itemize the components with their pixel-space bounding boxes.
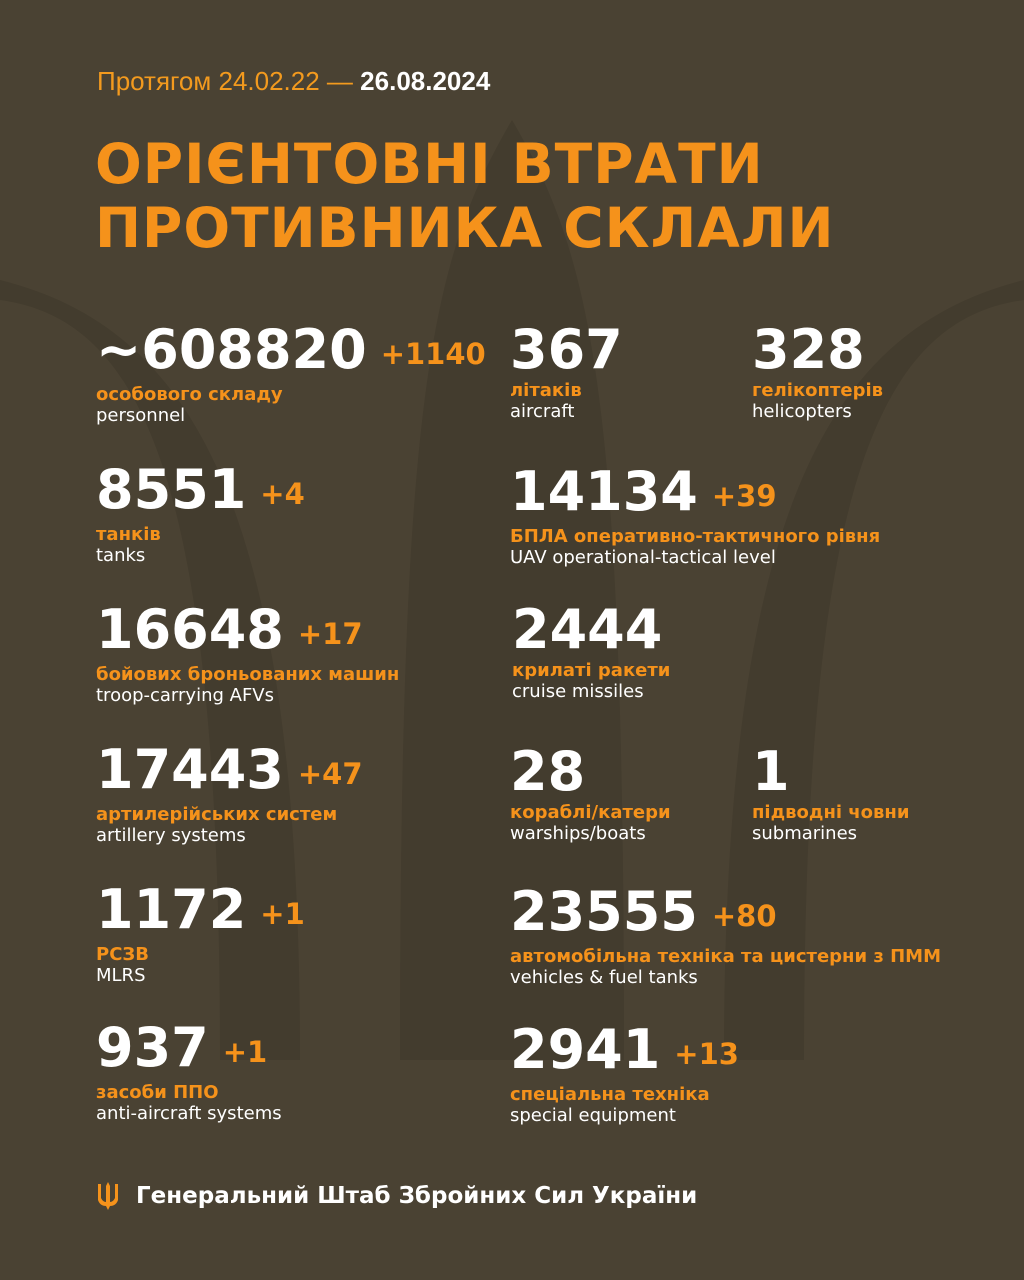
period-end-date: 26.08.2024 — [360, 66, 491, 96]
stat-label-ua: кораблі/катери — [510, 802, 671, 823]
stat-label-en: anti-aircraft systems — [96, 1103, 282, 1124]
stat-value-row: 2941 +13 — [510, 1022, 739, 1082]
stat-value-row: 1172 +1 — [96, 882, 305, 942]
stat-value: 17443 — [96, 738, 284, 801]
stat-label-ua: гелікоптерів — [752, 380, 884, 401]
stat-delta: +1 — [260, 897, 305, 931]
stat-label-en: cruise missiles — [512, 681, 644, 702]
stat-label-en: aircraft — [510, 401, 575, 422]
stat-personnel: ~608820 +1140 особового складу personnel — [96, 322, 486, 427]
stat-label-en: UAV operational-tactical level — [510, 547, 776, 568]
organization-name: Генеральний Штаб Збройних Сил України — [136, 1183, 698, 1209]
stat-label-ua: РСЗВ — [96, 944, 149, 965]
stat-label-en: tanks — [96, 545, 146, 566]
stat-label-ua: засоби ППО — [96, 1082, 219, 1103]
stat-value: 23555 — [510, 880, 698, 943]
stat-label-ua: крилаті ракети — [512, 660, 671, 681]
stat-value: 1 — [752, 740, 790, 803]
stat-value: ~608820 — [96, 318, 367, 381]
stat-tanks: 8551 +4 танків tanks — [96, 462, 305, 567]
stat-warships: 28 кораблі/катери warships/boats — [510, 744, 671, 845]
stat-delta: +17 — [297, 617, 363, 651]
page-title: ОРІЄНТОВНІ ВТРАТИ ПРОТИВНИКА СКЛАЛИ — [95, 132, 835, 260]
stat-value: 1172 — [96, 878, 247, 941]
trident-icon — [98, 1182, 118, 1210]
stat-delta: +4 — [260, 477, 305, 511]
stat-label-en: troop-carrying AFVs — [96, 685, 274, 706]
stat-label-en: helicopters — [752, 401, 852, 422]
stat-value-row: 367 — [510, 322, 623, 378]
stat-value-row: 28 — [510, 744, 671, 800]
stat-label-en: artillery systems — [96, 825, 246, 846]
stat-value: 28 — [510, 740, 586, 803]
stat-artillery: 17443 +47 артилерійських систем artillery… — [96, 742, 363, 847]
stat-value-row: 14134 +39 — [510, 464, 880, 524]
stat-label-en: vehicles & fuel tanks — [510, 967, 698, 988]
stat-value: 367 — [510, 318, 623, 381]
stat-uav: 14134 +39 БПЛА оперативно-тактичного рівн… — [510, 464, 881, 569]
stat-value: 937 — [96, 1016, 209, 1079]
stat-delta: +80 — [711, 899, 777, 933]
stat-delta: +1140 — [380, 337, 486, 371]
stat-value-row: 328 — [752, 322, 883, 378]
stat-label-ua: підводні човни — [752, 802, 910, 823]
stat-value: 14134 — [510, 460, 698, 523]
stat-helicopters: 328 гелікоптерів helicopters — [752, 322, 884, 423]
stat-value: 328 — [752, 318, 865, 381]
stat-label-en: submarines — [752, 823, 858, 844]
stat-value: 2941 — [510, 1018, 661, 1081]
stat-label-ua: танків — [96, 524, 161, 545]
stat-afv: 16648 +17 бойових броньованих машин troop… — [96, 602, 400, 707]
stat-value-row: 16648 +17 — [96, 602, 399, 662]
stat-value: 2444 — [512, 598, 663, 661]
stat-label-en: personnel — [96, 405, 186, 426]
stat-label-ua: особового складу — [96, 384, 283, 405]
stat-value-row: 1 — [752, 744, 909, 800]
period-prefix: Протягом 24.02.22 — — [97, 66, 353, 96]
stat-label-en: special equipment — [510, 1105, 676, 1126]
stat-special-equipment: 2941 +13 спеціальна техніка special equip… — [510, 1022, 739, 1127]
stat-delta: +39 — [711, 479, 777, 513]
stat-label-ua: спеціальна техніка — [510, 1084, 710, 1105]
stat-label-ua: БПЛА оперативно-тактичного рівня — [510, 526, 881, 547]
stat-value-row: 17443 +47 — [96, 742, 363, 802]
stat-label-ua: артилерійських систем — [96, 804, 338, 825]
stat-submarines: 1 підводні човни submarines — [752, 744, 910, 845]
stat-value-row: 937 +1 — [96, 1020, 282, 1080]
stat-label-en: warships/boats — [510, 823, 646, 844]
stat-value: 16648 — [96, 598, 284, 661]
stat-delta: +13 — [674, 1037, 739, 1071]
title-line-1: ОРІЄНТОВНІ ВТРАТИ — [95, 132, 764, 196]
stat-label-ua: літаків — [510, 380, 582, 401]
stat-delta: +1 — [222, 1035, 268, 1069]
stat-label-ua: бойових броньованих машин — [96, 664, 400, 685]
stat-vehicles: 23555 +80 автомобільна техніка та цистерн… — [510, 884, 941, 989]
stat-value-row: ~608820 +1140 — [96, 322, 486, 382]
stat-delta: +47 — [297, 757, 363, 791]
stat-aircraft: 367 літаків aircraft — [510, 322, 623, 423]
stat-label-en: MLRS — [96, 965, 146, 986]
stat-mlrs: 1172 +1 РСЗВ MLRS — [96, 882, 305, 987]
stat-value-row: 23555 +80 — [510, 884, 941, 944]
stat-cruise-missiles: 2444 крилаті ракети cruise missiles — [512, 602, 671, 703]
footer: Генеральний Штаб Збройних Сил України — [96, 1182, 697, 1210]
stat-label-ua: автомобільна техніка та цистерни з ПММ — [510, 946, 941, 967]
stat-value-row: 2444 — [512, 602, 670, 658]
stat-value: 8551 — [96, 458, 247, 521]
title-line-2: ПРОТИВНИКА СКЛАЛИ — [95, 196, 835, 260]
period: Протягом 24.02.22 — 26.08.2024 — [97, 66, 490, 97]
stat-value-row: 8551 +4 — [96, 462, 305, 522]
stat-anti-aircraft: 937 +1 засоби ППО anti-aircraft systems — [96, 1020, 282, 1125]
